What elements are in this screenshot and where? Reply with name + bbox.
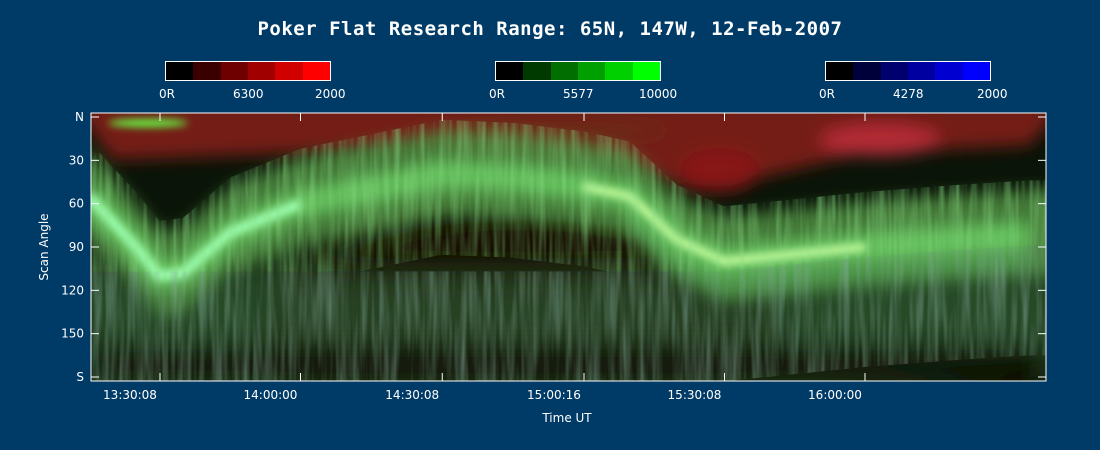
red-emission-band	[820, 124, 940, 156]
colorbar-swatch	[166, 62, 194, 80]
x-tick-label: 13:30:08	[103, 388, 157, 402]
axis-labels: 13:30:08 14:00:00 14:30:08 15:00:16 15:30:08…	[37, 110, 862, 425]
colorbar-swatch	[935, 62, 963, 80]
colorbar-strip	[825, 61, 991, 81]
colorbar-swatch	[523, 62, 551, 80]
x-axis-label: Time UT	[541, 411, 592, 425]
colorbar-swatch	[302, 62, 330, 80]
colorbar-4278: 0R 4278 2000	[819, 61, 1008, 103]
colorbar-swatch	[907, 62, 936, 80]
colorbar-swatch	[880, 62, 908, 80]
colorbar-swatch	[962, 62, 990, 80]
y-tick-label: 30	[69, 153, 84, 167]
x-tick-label: 15:00:16	[527, 388, 581, 402]
colorbar-swatch	[550, 62, 578, 80]
colorbar-wavelength-label: 4278	[893, 87, 924, 101]
keogram-image	[91, 113, 1046, 381]
colorbar-wavelength-label: 5577	[563, 87, 594, 101]
colorbar-wavelength-label: 6300	[233, 87, 264, 101]
y-tick-label: 90	[69, 240, 84, 254]
colorbar-6300: 0R 6300 2000	[159, 61, 346, 103]
red-emission-band	[680, 148, 760, 192]
x-tick-label: 15:30:08	[668, 388, 722, 402]
colorbar-min-label: 0R	[819, 87, 835, 101]
colorbar-swatch	[632, 62, 660, 80]
y-tick-label: 150	[61, 327, 84, 341]
y-tick-label: S	[76, 370, 84, 384]
y-tick-label: 120	[61, 283, 84, 297]
colorbar-min-label: 0R	[489, 87, 505, 101]
colorbar-max-label: 10000	[639, 87, 678, 101]
colorbar-swatch	[496, 62, 524, 80]
colorbar-swatch	[193, 62, 221, 80]
colorbar-swatch	[826, 62, 854, 80]
colorbar-swatch	[275, 62, 303, 80]
y-tick-label: 60	[69, 197, 84, 211]
colorbar-swatch	[577, 62, 606, 80]
x-tick-label: 14:00:00	[244, 388, 298, 402]
bright-arc	[108, 119, 188, 127]
y-axis-label: Scan Angle	[37, 213, 51, 280]
colorbar-max-label: 2000	[977, 87, 1008, 101]
colorbar-strip	[165, 61, 331, 81]
colorbar-swatch	[247, 62, 276, 80]
colorbar-strip	[495, 61, 661, 81]
x-tick-label: 16:00:00	[808, 388, 862, 402]
auroral-streaks	[91, 245, 1046, 381]
colorbar-swatch	[853, 62, 881, 80]
colorbar-5577: 0R 5577 10000	[489, 61, 677, 103]
x-tick-label: 14:30:08	[385, 388, 439, 402]
colorbar-swatch	[220, 62, 248, 80]
chart-title: Poker Flat Research Range: 65N, 147W, 12…	[257, 18, 843, 40]
colorbar-swatch	[605, 62, 633, 80]
axis-ticks	[91, 113, 1046, 381]
colorbar-max-label: 2000	[315, 87, 346, 101]
y-tick-label: N	[75, 110, 84, 124]
colorbar-min-label: 0R	[159, 87, 175, 101]
